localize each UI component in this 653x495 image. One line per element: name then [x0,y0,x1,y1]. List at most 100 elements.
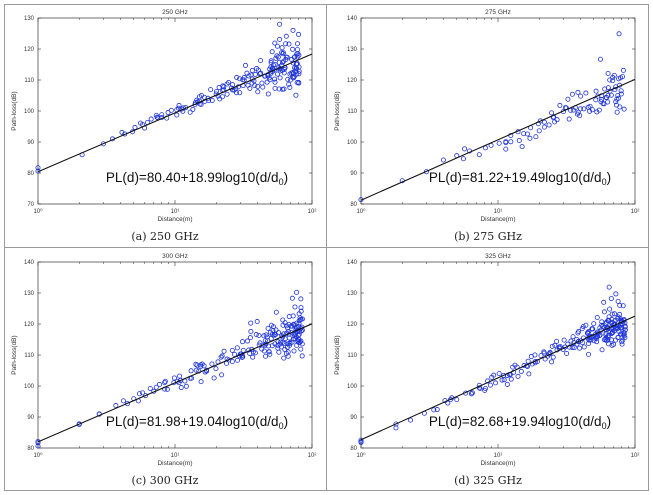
data-point [198,379,204,385]
y-tick-label: 130 [24,16,35,22]
y-tick-label: 100 [24,109,35,115]
data-point [622,335,628,341]
data-point [285,353,291,359]
data-point [536,128,542,134]
data-point [296,52,302,58]
data-point [296,71,302,77]
data-point [618,91,624,97]
data-point [525,358,531,364]
data-point [601,309,607,315]
data-point [271,67,277,73]
data-point [460,156,466,162]
data-point [583,322,589,328]
fit-equation: PL(d)=81.22+19.49log10(d/d0) [429,170,611,187]
data-point [508,376,514,382]
y-axis-label: Path-loss(dB) [11,335,18,374]
data-point [622,324,628,330]
data-point [263,353,269,359]
data-point [183,383,189,389]
data-point [431,407,437,413]
data-point [298,305,304,311]
data-point [609,311,615,317]
data-point [267,351,273,357]
data-point [244,338,250,344]
data-point [261,348,267,354]
data-point [605,93,611,99]
data-point [549,343,555,349]
x-tick-label: 10⁰ [356,452,366,459]
data-point [241,77,247,83]
equation-tail: ) [607,170,612,185]
chart-250ghz: 250 GHz 70 80 90 100 110 120 130 10⁰ 10¹ 10² Distan… [11,9,316,223]
data-point [148,116,154,122]
data-point [270,324,276,330]
data-point [273,55,279,61]
data-point [260,84,266,90]
data-point [289,339,295,345]
data-point [276,59,282,65]
y-tick-label: 80 [350,202,357,208]
data-point [176,102,182,108]
data-point [286,81,292,87]
data-point [462,146,468,152]
x-axis-label: Distance(m) [157,460,192,467]
data-point [258,70,264,76]
y-tick-label: 130 [24,291,35,297]
data-point [171,375,177,381]
data-point [136,391,142,397]
fit-line [37,323,313,443]
data-point [232,351,238,357]
data-point [248,328,254,334]
data-point [276,86,282,92]
equation-tail: ) [284,170,289,185]
chart-title: 325 GHz [485,253,511,260]
y-tick-label: 110 [24,78,34,84]
x-tick-label: 10² [631,209,640,215]
data-point [156,381,162,387]
data-point [279,60,285,66]
y-tick-label: 100 [347,384,358,390]
data-point [274,53,280,59]
data-point [274,71,280,77]
y-tick-label: 140 [24,260,35,266]
data-point [281,70,287,76]
data-point [140,390,146,396]
data-point [241,75,247,81]
data-point [577,106,583,112]
data-point [533,134,539,140]
data-point [296,79,302,85]
data-point [188,368,194,374]
data-point [541,350,547,356]
caption-c: (c) 300 GHz [131,474,199,487]
data-point [286,41,292,47]
data-point [622,327,628,333]
data-point [295,41,301,47]
y-tick-label: 100 [24,384,35,390]
equation-tail: ) [607,414,612,429]
data-point [296,31,302,37]
figure-grid: 250 GHz 70 80 90 100 110 120 130 10⁰ 10¹ 10² Distan… [4,4,649,491]
x-tick-label: 10⁰ [33,208,43,215]
y-tick-label: 110 [347,353,357,359]
data-point [541,119,547,125]
caption-a: (a) 250 GHz [131,230,199,243]
data-point [256,332,262,338]
data-point [280,50,286,56]
data-point [192,101,198,107]
data-point [168,107,174,113]
data-point [255,89,261,95]
data-point [593,97,599,103]
y-tick-label: 140 [347,260,358,266]
data-point [564,350,570,356]
data-point [281,355,287,361]
data-point [296,68,302,74]
data-point [247,85,253,91]
data-point [253,332,259,338]
data-point [599,319,605,325]
data-point [290,46,296,52]
x-axis-label: Distance(m) [480,460,515,467]
data-point [593,88,599,94]
data-point [621,330,627,336]
data-point [615,298,621,304]
equation-subscript: 0 [279,421,284,431]
